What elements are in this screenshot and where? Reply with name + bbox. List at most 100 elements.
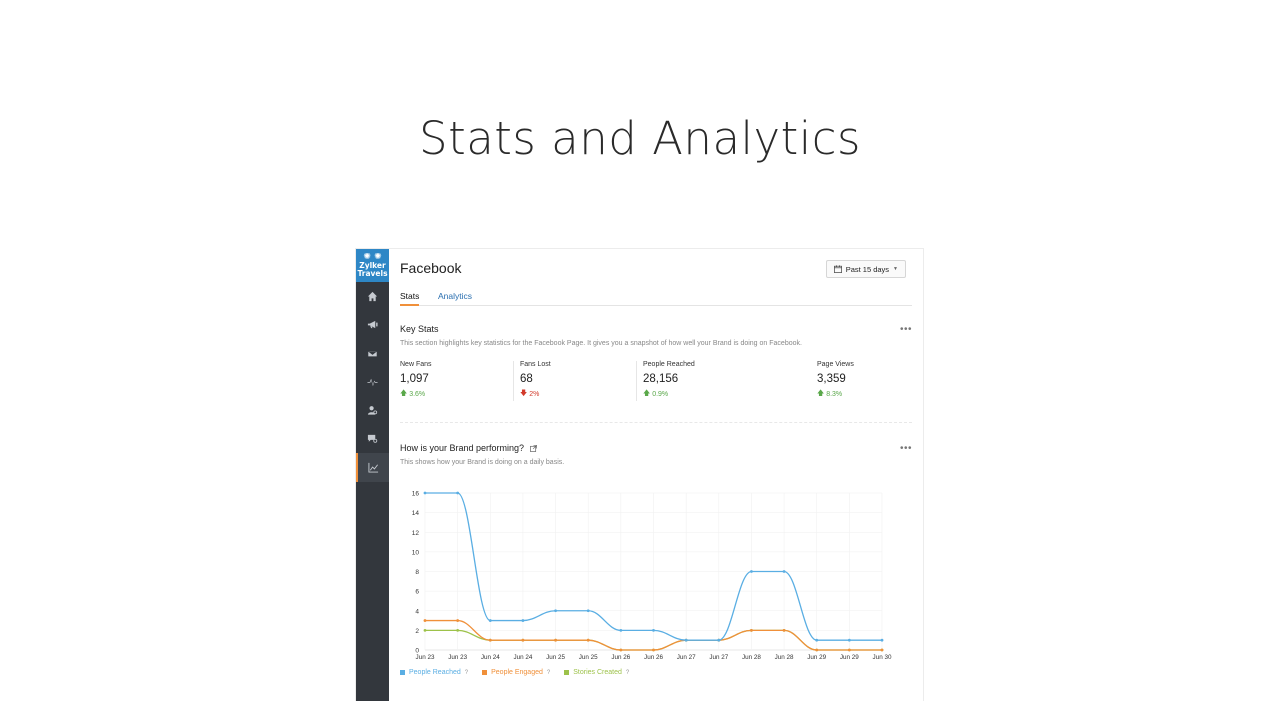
date-range-dropdown[interactable]: Past 15 days ▼ <box>825 260 906 278</box>
sidebar-item-reports[interactable] <box>356 453 389 482</box>
performance-more-button[interactable]: ••• <box>899 443 912 454</box>
arrow-down-icon: 🡇 <box>520 390 528 397</box>
data-point <box>652 628 655 632</box>
data-point <box>423 491 427 495</box>
data-point <box>456 628 460 632</box>
external-link-icon[interactable] <box>530 444 537 452</box>
x-tick-label: Jun 24 <box>513 654 532 661</box>
key-stats-title: Key Stats <box>400 324 439 334</box>
stat-value: 1,097 <box>400 373 429 385</box>
legend-swatch <box>400 670 405 675</box>
data-point <box>554 609 557 613</box>
key-stats-description: This section highlights key statistics f… <box>400 340 802 347</box>
stat-people-reached: People Reached 28,156 🡅 0.9% <box>636 361 803 401</box>
stat-delta: 🡅 0.9% <box>643 389 803 400</box>
x-tick-label: Jun 25 <box>546 654 565 661</box>
data-point <box>423 619 427 622</box>
stat-delta-value: 0.9% <box>652 391 669 398</box>
legend-label: People Reached <box>409 669 461 676</box>
key-stats-title-text: Key Stats <box>400 324 439 334</box>
arrow-up-icon: 🡅 <box>643 390 651 397</box>
legend-swatch <box>564 670 570 675</box>
sidebar-item-publish[interactable] <box>356 311 389 340</box>
help-icon[interactable]: ? <box>625 669 630 676</box>
x-tick-label: Jun 29 <box>807 654 826 661</box>
tab-stats[interactable]: Stats <box>400 291 420 306</box>
x-tick-label: Jun 23 <box>416 654 435 661</box>
data-point <box>880 648 884 652</box>
tab-bar: Stats Analytics <box>400 289 912 306</box>
help-icon[interactable]: ? <box>464 669 469 676</box>
stat-fans-lost: Fans Lost 68 🡇 2% <box>513 361 630 401</box>
stat-page-views: Page Views 3,359 🡅 8.3% <box>817 361 907 401</box>
x-tick-label: Jun 30 <box>873 654 892 661</box>
stat-label: People Reached <box>643 361 695 368</box>
data-point <box>586 609 590 613</box>
data-point <box>717 638 721 642</box>
x-tick-label: Jun 28 <box>742 654 761 661</box>
mail-icon <box>367 350 378 357</box>
y-tick-label: 2 <box>415 628 419 635</box>
data-point <box>847 648 851 652</box>
data-point <box>554 638 557 642</box>
stat-delta: 🡅 8.3% <box>817 389 907 400</box>
stat-delta: 🡅 3.6% <box>400 389 512 400</box>
data-point <box>488 619 492 622</box>
x-tick-label: Jun 28 <box>775 654 794 661</box>
data-point <box>456 491 460 495</box>
data-point <box>456 619 460 622</box>
x-tick-label: Jun 27 <box>709 654 728 661</box>
y-tick-label: 12 <box>412 530 420 537</box>
legend-people-engaged[interactable]: People Engaged ? <box>482 669 550 676</box>
data-point <box>423 628 427 632</box>
data-point <box>521 638 525 642</box>
data-point <box>684 638 688 642</box>
y-tick-label: 6 <box>415 589 419 596</box>
y-tick-label: 14 <box>412 510 420 517</box>
chat-search-icon <box>367 435 378 444</box>
legend-people-reached[interactable]: People Reached ? <box>400 669 468 676</box>
data-point <box>488 638 492 642</box>
stat-delta-value: 3.6% <box>409 391 426 398</box>
performance-title: How is your Brand performing? <box>400 443 537 453</box>
x-tick-label: Jun 23 <box>448 654 467 661</box>
sidebar-item-monitor[interactable] <box>356 368 389 397</box>
data-point <box>619 628 623 632</box>
data-point <box>782 628 786 632</box>
analytics-chart-icon <box>368 462 379 473</box>
data-point <box>750 628 753 632</box>
sidebar-item-contacts[interactable] <box>356 396 389 425</box>
x-tick-label: Jun 26 <box>644 654 663 661</box>
stat-label: New Fans <box>400 361 432 368</box>
data-point <box>586 638 590 642</box>
arrow-up-icon: 🡅 <box>400 390 408 397</box>
data-point <box>652 648 655 652</box>
y-tick-label: 4 <box>415 608 419 615</box>
x-tick-label: Jun 27 <box>677 654 696 661</box>
sidebar-item-messages[interactable] <box>356 339 389 368</box>
key-stats-more-button[interactable]: ••• <box>899 324 912 335</box>
tab-analytics[interactable]: Analytics <box>438 291 473 301</box>
logo-line-1: Zylker <box>359 261 386 270</box>
data-point <box>880 638 884 642</box>
legend-stories-created[interactable]: Stories Created ? <box>564 669 629 676</box>
y-tick-label: 0 <box>415 648 419 655</box>
sidebar-item-listening[interactable] <box>356 425 389 454</box>
section-divider <box>400 422 912 423</box>
sidebar-item-home[interactable] <box>356 282 389 311</box>
help-icon[interactable]: ? <box>546 669 551 676</box>
data-point <box>815 638 819 642</box>
date-range-label: Past 15 days <box>845 264 890 274</box>
stat-new-fans: New Fans 1,097 🡅 3.6% <box>400 361 512 401</box>
stat-label: Page Views <box>817 361 854 368</box>
data-point <box>782 570 786 573</box>
main-panel: Facebook Past 15 days ▼ Stats Analytics … <box>400 249 912 701</box>
x-tick-label: Jun 25 <box>579 654 598 661</box>
hero-title: Stats and Analytics <box>419 112 861 165</box>
data-point <box>521 619 525 622</box>
brand-logo[interactable]: ✺ ✺ Zylker Travels <box>356 249 389 282</box>
pulse-icon <box>367 379 378 387</box>
x-tick-label: Jun 26 <box>611 654 630 661</box>
app-window: ✺ ✺ Zylker Travels Facebook Past 15 <box>355 248 924 701</box>
data-point <box>750 570 753 573</box>
